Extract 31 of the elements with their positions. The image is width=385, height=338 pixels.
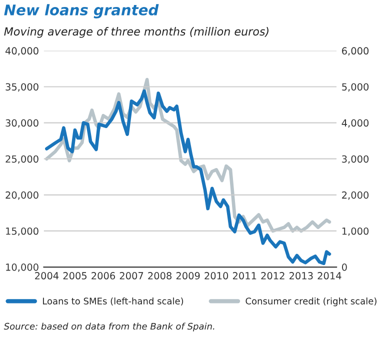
y2-tick-label: 3,000 [342, 155, 369, 164]
source-note: Source: based on data from the Bank of Spain. [4, 322, 214, 332]
x-tick-label: 2014 [318, 272, 342, 280]
y2-tick-label: 4,000 [342, 119, 369, 128]
y-tick-label: 40,000 [5, 47, 38, 56]
y2-tick-label: 2,000 [342, 191, 369, 200]
x-tick-label: 2004 [35, 272, 59, 280]
y2-tick-label: 0 [342, 264, 347, 271]
x-tick-label: 2007 [120, 272, 144, 280]
x-tick-label: 2011 [232, 272, 256, 280]
y-tick-label: 15,000 [6, 227, 38, 236]
line-series [45, 89, 332, 266]
x-tick-label: 2009 [176, 272, 200, 280]
x-tick-label: 2013 [289, 272, 313, 280]
x-tick-label: 2005 [63, 272, 87, 280]
x-tick-label: 2008 [148, 272, 172, 280]
chart-title: New loans granted [4, 4, 159, 18]
y-tick-label: 35,000 [6, 83, 38, 92]
chart-subtitle: Moving average of three months (million euros) [4, 27, 268, 38]
y-tick-label: 30,000 [6, 119, 38, 128]
x-tick-label: 2010 [204, 272, 228, 280]
y2-tick-label: 6,000 [342, 47, 369, 56]
y-tick-label: 20,000 [6, 191, 38, 200]
y2-tick-label: 1,000 [342, 227, 369, 236]
y-tick-label: 10,000 [6, 264, 38, 272]
legend-label: Consumer credit (right scale) [246, 297, 376, 306]
y2-tick-label: 5,000 [342, 83, 369, 92]
legend-label: Loans to SMEs (left-hand scale) [43, 297, 184, 306]
y-tick-label: 25,000 [6, 155, 38, 164]
x-tick-label: 2012 [261, 272, 284, 280]
x-tick-label: 2006 [92, 272, 116, 280]
